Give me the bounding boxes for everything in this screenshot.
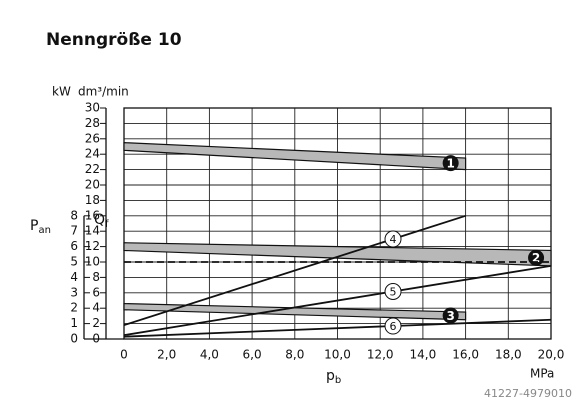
- y-tick-label: 16: [85, 208, 100, 222]
- line-label-circle: [384, 230, 402, 248]
- line: [123, 318, 552, 338]
- x-tick-label: 4,0: [200, 348, 219, 362]
- y2-tick-label: 2: [70, 301, 78, 315]
- x-tick-label: 2,0: [157, 348, 176, 362]
- y2-tick-label: 5: [70, 255, 78, 269]
- y2-tick-label: 1: [70, 316, 78, 330]
- band: [123, 302, 467, 321]
- line-label-circle: [384, 317, 402, 335]
- x-tick-label: 18,0: [495, 348, 522, 362]
- y-tick-label: 14: [85, 224, 100, 238]
- y-tick-label: 12: [85, 239, 100, 253]
- y-tick-label: 26: [85, 131, 100, 145]
- y2-unit: kW: [52, 85, 71, 99]
- line-label-circle: [384, 282, 402, 300]
- x-label-main: p: [326, 368, 335, 384]
- line: [123, 264, 552, 337]
- y-tick-label: 22: [85, 162, 100, 176]
- y-tick-label: 4: [92, 301, 100, 315]
- x-tick-label: 14,0: [410, 348, 437, 362]
- y-tick-label: 6: [92, 285, 100, 299]
- x-tick-label: 6,0: [243, 348, 262, 362]
- x-tick-label: 10,0: [324, 348, 351, 362]
- line-label: 4: [390, 233, 397, 246]
- line: [123, 214, 466, 326]
- chart-title: Nenngröße 10: [46, 30, 182, 50]
- y-tick-label: 18: [85, 193, 100, 207]
- plot-frame: [123, 107, 552, 340]
- y-label: Qf: [94, 212, 109, 230]
- y-tick-label: 28: [85, 116, 100, 130]
- y2-tick-label: 0: [70, 332, 78, 346]
- x-label-sub: b: [335, 375, 341, 386]
- line-label: 6: [390, 320, 397, 333]
- y2-label-main: P: [30, 218, 38, 234]
- y2-tick-label: 4: [70, 270, 78, 284]
- y-tick-label: 20: [85, 178, 100, 192]
- y-tick-label: 30: [85, 101, 100, 115]
- y2-tick-label: 8: [70, 208, 78, 222]
- x-tick-label: 8,0: [285, 348, 304, 362]
- y-tick-label: 8: [92, 270, 100, 284]
- x-label: pb: [326, 368, 341, 386]
- y2-label-sub: an: [38, 225, 50, 236]
- y-tick-label: 10: [85, 255, 100, 269]
- y2-tick-label: 3: [70, 285, 78, 299]
- x-unit: MPa: [530, 367, 554, 381]
- band-label: 3: [446, 309, 454, 323]
- y-tick-label: 2: [92, 316, 100, 330]
- x-tick-label: 20,0: [538, 348, 565, 362]
- band-label: 1: [446, 157, 454, 171]
- y-label-main: Q: [94, 212, 105, 228]
- band-label-circle: [442, 307, 459, 324]
- y2-label: Pan: [30, 218, 51, 236]
- watermark: 41227-4979010: [484, 387, 572, 400]
- y2-tick-label: 7: [70, 224, 78, 238]
- x-tick-label: 16,0: [452, 348, 479, 362]
- y-unit: dm³/min: [78, 85, 129, 99]
- y-tick-label: 24: [85, 147, 100, 161]
- line-label: 5: [390, 285, 397, 298]
- y2-tick-label: 6: [70, 239, 78, 253]
- band-label: 2: [532, 251, 540, 265]
- band-label-circle: [442, 155, 459, 172]
- x-tick-label: 0: [120, 348, 128, 362]
- x-tick-label: 12,0: [367, 348, 394, 362]
- y-label-sub: f: [105, 219, 109, 230]
- band: [123, 142, 467, 171]
